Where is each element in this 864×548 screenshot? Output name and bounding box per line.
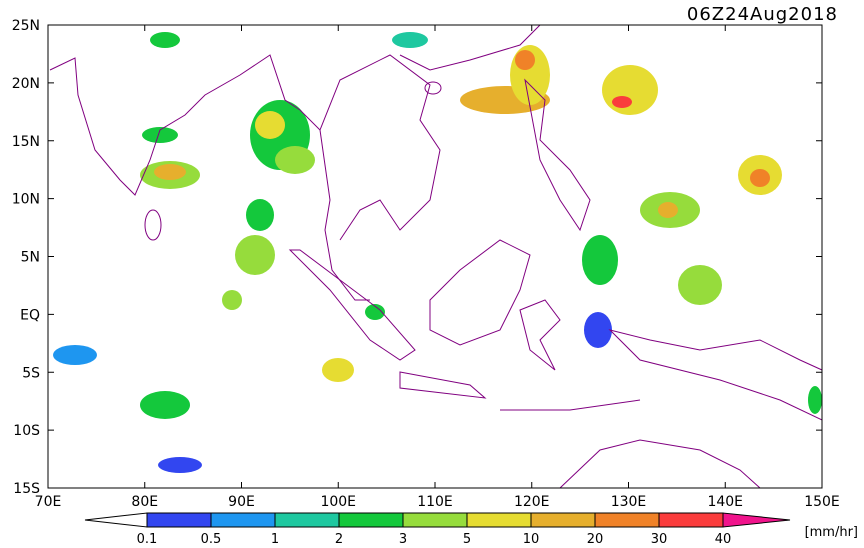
colorbar-label: 3 — [399, 532, 407, 544]
lon-label: 110E — [417, 494, 453, 510]
lat-label: EQ — [20, 307, 40, 323]
lat-label: 15N — [12, 134, 40, 150]
colorbar-label: 0.5 — [201, 532, 222, 544]
colorbar-label: 10 — [523, 532, 540, 544]
colorbar-box — [658, 512, 724, 528]
lon-label: 90E — [228, 494, 255, 510]
lat-label: 20N — [12, 76, 40, 92]
colorbar-label: 2 — [335, 532, 343, 544]
lat-label: 15S — [13, 481, 40, 497]
lon-label: 130E — [611, 494, 647, 510]
map-title: 06Z24Aug2018 — [687, 4, 838, 25]
colorbar-box — [338, 512, 404, 528]
colorbar-box — [210, 512, 276, 528]
colorbar-label: 20 — [587, 532, 604, 544]
lat-label: 5N — [21, 250, 40, 266]
lon-label: 140E — [707, 494, 743, 510]
colorbar-arrow-high — [722, 512, 791, 528]
colorbar-box — [594, 512, 660, 528]
lon-label: 100E — [320, 494, 356, 510]
lat-label: 10N — [12, 192, 40, 208]
rain-field — [53, 32, 822, 473]
colorbar-unit: [mm/hr] — [805, 525, 858, 540]
lat-label: 10S — [13, 423, 40, 439]
colorbar-box — [530, 512, 596, 528]
colorbar-label: 0.1 — [137, 532, 158, 544]
colorbar-box — [402, 512, 468, 528]
colorbar-label: 1 — [271, 532, 279, 544]
lon-label: 150E — [804, 494, 840, 510]
lon-label: 120E — [514, 494, 550, 510]
lat-label: 25N — [12, 18, 40, 34]
colorbar-label: 5 — [463, 532, 471, 544]
lon-label: 80E — [131, 494, 158, 510]
colorbar-box — [466, 512, 532, 528]
colorbar-label: 40 — [715, 532, 732, 544]
colorbar-box — [274, 512, 340, 528]
colorbar-box — [146, 512, 212, 528]
colorbar-arrow-low — [84, 512, 148, 528]
colorbar-label: 30 — [651, 532, 668, 544]
lon-label: 70E — [35, 494, 62, 510]
lat-label: 5S — [22, 365, 40, 381]
